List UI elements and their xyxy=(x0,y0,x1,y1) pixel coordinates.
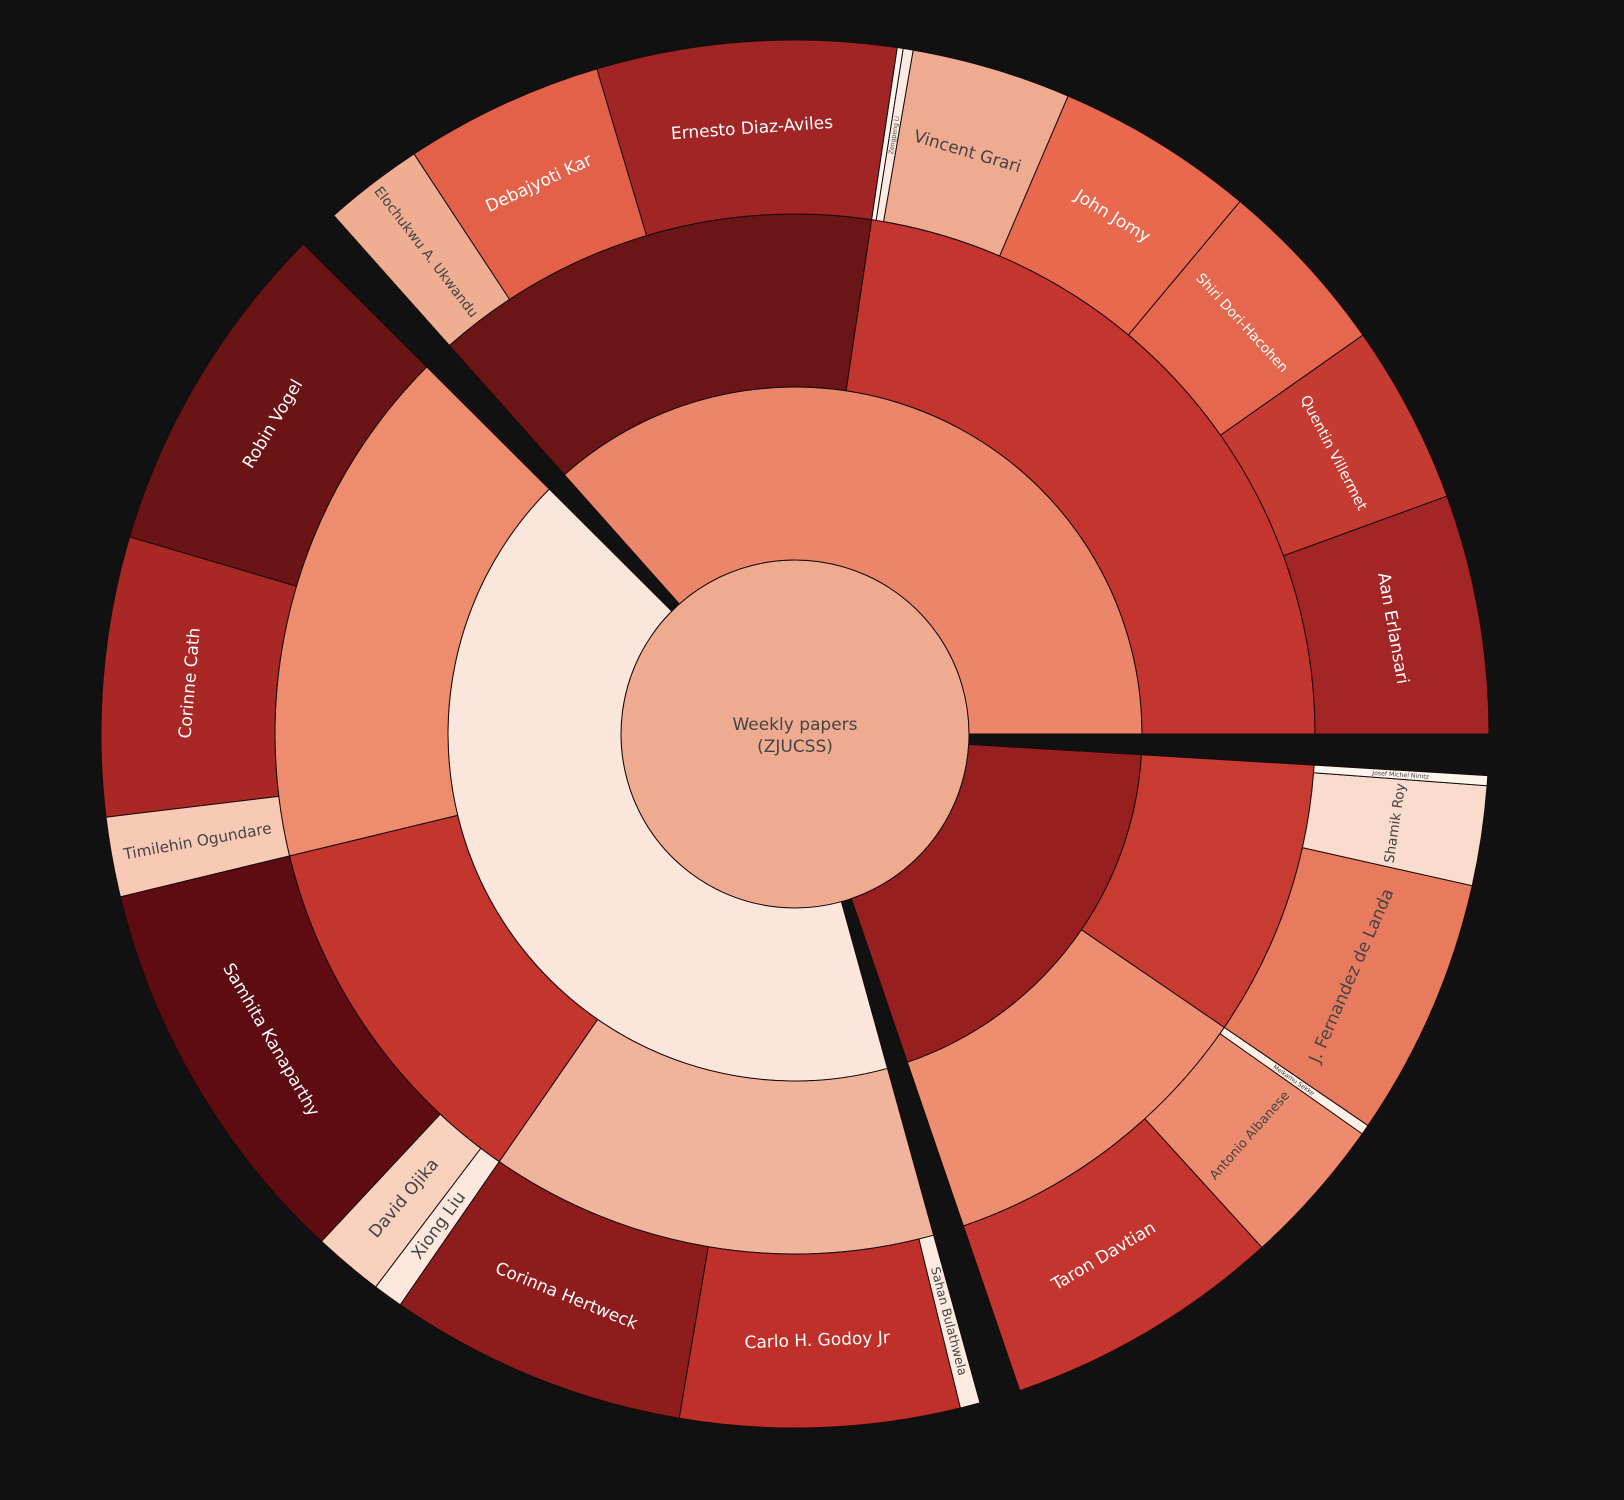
root-label: Weekly papers (ZJUCSS) xyxy=(732,715,857,757)
segment-sahan-bulathwela[interactable] xyxy=(918,1234,981,1409)
segment-josef-michel-nimtz[interactable] xyxy=(1313,764,1489,787)
segment-elochukwu-a-ukwandu[interactable] xyxy=(333,153,511,347)
label-josef-michel-nimtz: Josef Michel Nimtz xyxy=(1371,770,1429,781)
